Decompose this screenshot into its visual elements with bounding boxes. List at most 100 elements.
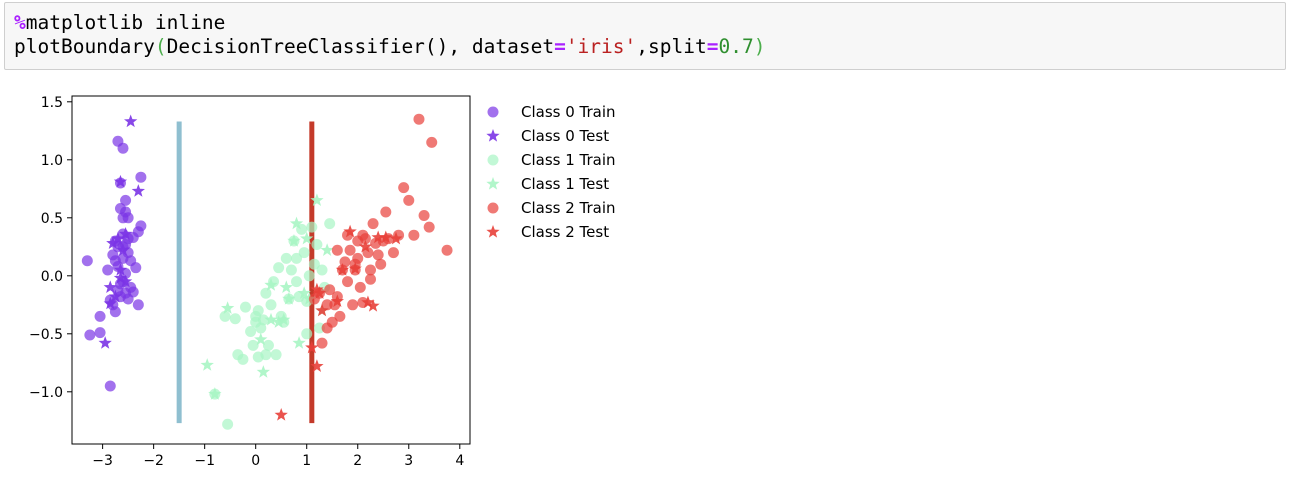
data-point (103, 280, 117, 294)
x-tick-label: 0 (251, 453, 260, 469)
legend-entry: Class 2 Test (486, 223, 609, 241)
data-point (113, 174, 128, 188)
data-point (426, 136, 438, 148)
data-point (352, 252, 364, 264)
data-point (313, 322, 325, 334)
data-point (279, 280, 293, 294)
data-point (300, 231, 314, 245)
number-literal-token: 0.7 (718, 35, 754, 58)
data-point (124, 114, 138, 128)
code-line-1: %matplotlib inline (14, 11, 1285, 35)
data-point (270, 349, 282, 361)
data-point (326, 316, 338, 328)
data-point (348, 261, 362, 275)
magic-command-token: matplotlib inline (25, 11, 226, 34)
open-paren-token: ( (154, 35, 167, 58)
legend-marker-star (486, 225, 500, 238)
legend-marker-circle (487, 202, 499, 214)
data-point (108, 289, 123, 303)
x-tick-label: 3 (404, 453, 413, 469)
data-point (387, 247, 399, 259)
data-point (331, 244, 343, 256)
data-point (264, 312, 278, 326)
data-point (113, 263, 128, 276)
data-point (357, 229, 369, 241)
data-point (305, 340, 319, 354)
legend-label: Class 1 Test (521, 175, 609, 193)
data-point (320, 243, 334, 256)
y-tick-label: 0.0 (41, 269, 63, 285)
legend-label: Class 0 Test (521, 127, 609, 145)
data-point (262, 339, 274, 351)
data-point (298, 247, 310, 259)
legend-entry: Class 0 Train (487, 103, 616, 121)
data-point (84, 329, 96, 341)
data-point (260, 287, 272, 299)
data-point (308, 258, 320, 270)
data-point (358, 239, 373, 253)
data-point (343, 224, 357, 238)
data-point (118, 227, 133, 240)
data-point (413, 113, 425, 125)
data-point (398, 182, 410, 194)
data-point (272, 315, 286, 328)
code-line-2: plotBoundary(DecisionTreeClassifier(), d… (14, 35, 1285, 59)
x-tick-label: −1 (194, 453, 215, 469)
legend-entry: Class 0 Test (486, 127, 609, 145)
data-point (102, 264, 114, 276)
data-point (362, 247, 374, 259)
data-point (200, 358, 214, 371)
y-axis: 1.5 1.0 0.5 0.0 −0.5 −1.0 (29, 95, 72, 401)
data-point (291, 276, 303, 288)
data-point (104, 380, 116, 392)
argument-token: ,split (636, 35, 707, 58)
data-point (301, 328, 313, 340)
data-point (229, 313, 241, 325)
data-point (264, 278, 278, 291)
data-point (131, 184, 145, 197)
x-axis: −3 −2 −1 0 1 2 3 4 (92, 444, 464, 469)
data-point (389, 231, 403, 245)
data-point (354, 281, 366, 293)
data-point (324, 284, 336, 296)
scatter-plot: −3 −2 −1 0 1 2 3 4 1.5 1.0 0.5 0.0 −0.5 −1.0 Class 0… (29, 95, 616, 469)
y-tick-label: 1.0 (41, 153, 63, 169)
data-point (408, 229, 420, 241)
data-point (222, 418, 234, 430)
data-point (220, 301, 235, 314)
data-point (254, 332, 268, 346)
data-point (418, 209, 430, 221)
data-point (260, 349, 272, 361)
data-point (277, 312, 291, 326)
data-point (122, 212, 134, 224)
legend-label: Class 2 Test (521, 223, 609, 241)
data-point (135, 171, 147, 183)
data-point (310, 282, 324, 296)
data-point (297, 286, 311, 299)
data-point (94, 310, 106, 322)
legend: Class 0 Train Class 0 Test Class 1 Train Cl… (486, 103, 616, 241)
data-point (291, 252, 303, 264)
legend-marker-star (486, 129, 500, 142)
data-point (106, 236, 120, 249)
data-point (116, 243, 130, 256)
data-point (334, 310, 346, 322)
data-point (441, 244, 453, 256)
data-point (120, 194, 132, 206)
code-cell-input[interactable]: %matplotlib inline plotBoundary(DecisionT… (4, 2, 1286, 70)
x-tick-label: 2 (353, 453, 362, 469)
data-point (245, 325, 257, 337)
data-point (117, 252, 129, 264)
data-point (273, 262, 285, 274)
data-point (330, 294, 344, 307)
data-point (289, 216, 304, 230)
data-point (371, 230, 385, 244)
legend-entry: Class 1 Test (486, 175, 609, 193)
data-point (361, 295, 375, 309)
data-point (310, 193, 324, 207)
data-point (280, 252, 292, 264)
string-literal-token: 'iris' (565, 35, 637, 58)
points-layer (81, 113, 453, 430)
data-point (316, 337, 328, 349)
data-point (324, 218, 336, 230)
